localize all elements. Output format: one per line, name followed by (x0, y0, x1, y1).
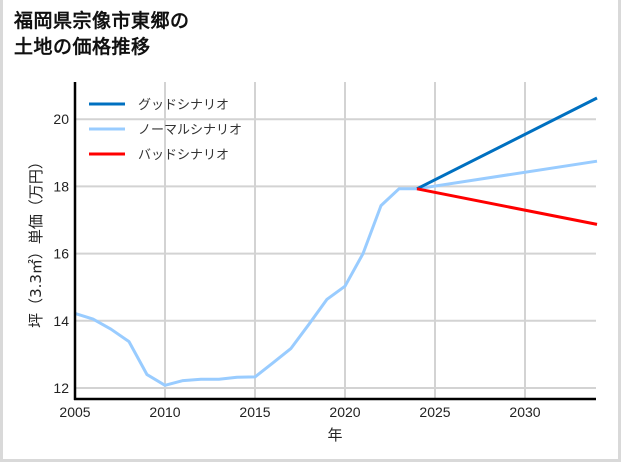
y-tick-label: 16 (53, 246, 69, 262)
chart-title: 福岡県宗像市東郷の 土地の価格推移 (14, 8, 190, 60)
series-line (74, 159, 598, 387)
y-tick-label: 12 (53, 380, 69, 396)
axes (73, 82, 596, 401)
x-tick-label: 2025 (419, 404, 450, 420)
y-tick-label: 20 (53, 111, 69, 127)
grid-lines (75, 82, 596, 399)
x-tick-label: 2015 (239, 404, 270, 420)
legend-label: バッドシナリオ (138, 148, 229, 163)
y-tick-label: 14 (53, 313, 69, 329)
chart-title-line2: 土地の価格推移 (14, 36, 151, 58)
series-line (416, 187, 598, 226)
series-lines (74, 96, 598, 387)
tick-labels: 2005 2010 2015 2020 2025 2030 12 14 16 18 20 (53, 111, 540, 420)
series-line (416, 96, 598, 191)
legend-label: グッドシナリオ (138, 98, 229, 113)
legend-label: ノーマルシナリオ (138, 123, 242, 138)
y-tick-label: 18 (53, 178, 69, 194)
chart-title-line1: 福岡県宗像市東郷の (14, 10, 190, 32)
x-tick-label: 2030 (509, 404, 540, 420)
x-tick-label: 2005 (59, 404, 90, 420)
x-tick-label: 2020 (329, 404, 360, 420)
x-tick-label: 2010 (149, 404, 180, 420)
x-axis-label: 年 (327, 426, 342, 444)
y-axis-label: 坪（3.3㎡）単価（万円） (27, 154, 45, 328)
